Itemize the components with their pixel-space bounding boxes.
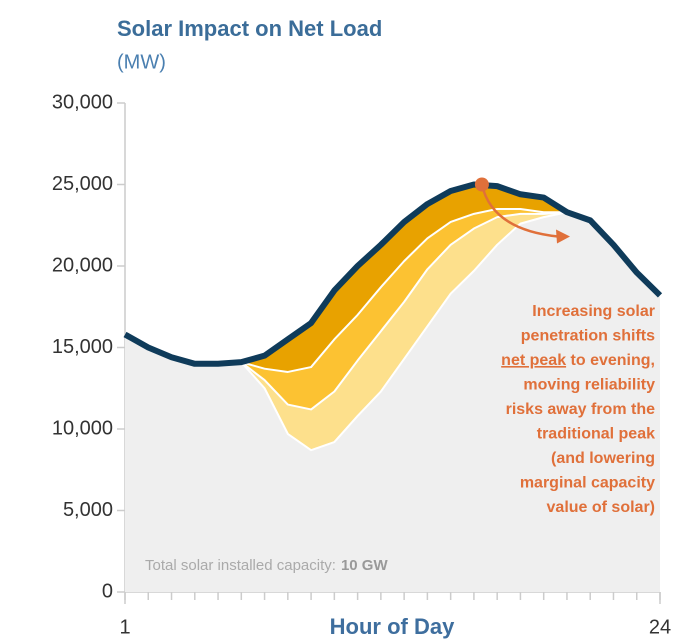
chart-title: Solar Impact on Net Load — [117, 16, 382, 41]
annotation-rest: to evening, — [566, 352, 655, 369]
annotation-line: risks away from the — [506, 401, 656, 418]
y-tick-label: 5,000 — [63, 499, 113, 521]
note-value: 10 GW — [341, 557, 389, 574]
x-tick-label: 1 — [119, 616, 130, 638]
y-tick-label: 25,000 — [52, 173, 113, 195]
annotation-line: (and lowering — [551, 450, 655, 467]
y-tick-label: 10,000 — [52, 417, 113, 439]
annotation-line: value of solar) — [547, 499, 655, 516]
annotation-arrow — [480, 184, 559, 238]
y-tick-label: 20,000 — [52, 254, 113, 276]
annotation-line: Increasing solar — [532, 303, 655, 320]
annotation-line: traditional peak — [537, 426, 655, 443]
chart-subtitle: (MW) — [117, 51, 166, 73]
note-text: Total solar installed capacity: — [145, 557, 336, 574]
note: Total solar installed capacity: 10 GW — [145, 557, 388, 574]
x-tick-label: 24 — [649, 616, 671, 638]
x-axis-label: Hour of Day — [330, 614, 455, 639]
y-tick-label: 30,000 — [52, 91, 113, 113]
arrow-head — [556, 229, 570, 244]
y-tick-label: 15,000 — [52, 336, 113, 358]
area — [125, 212, 660, 592]
annotation-line: marginal capacity — [520, 475, 655, 492]
annotation-line: penetration shifts — [521, 328, 655, 345]
annotation-line: moving reliability — [523, 377, 655, 394]
annotation-underlined: net peak — [501, 352, 566, 369]
peak-marker — [474, 177, 489, 192]
y-tick-label: 0 — [102, 580, 113, 602]
annotation-line: net peak to evening, — [501, 352, 655, 369]
load-line — [123, 181, 663, 367]
